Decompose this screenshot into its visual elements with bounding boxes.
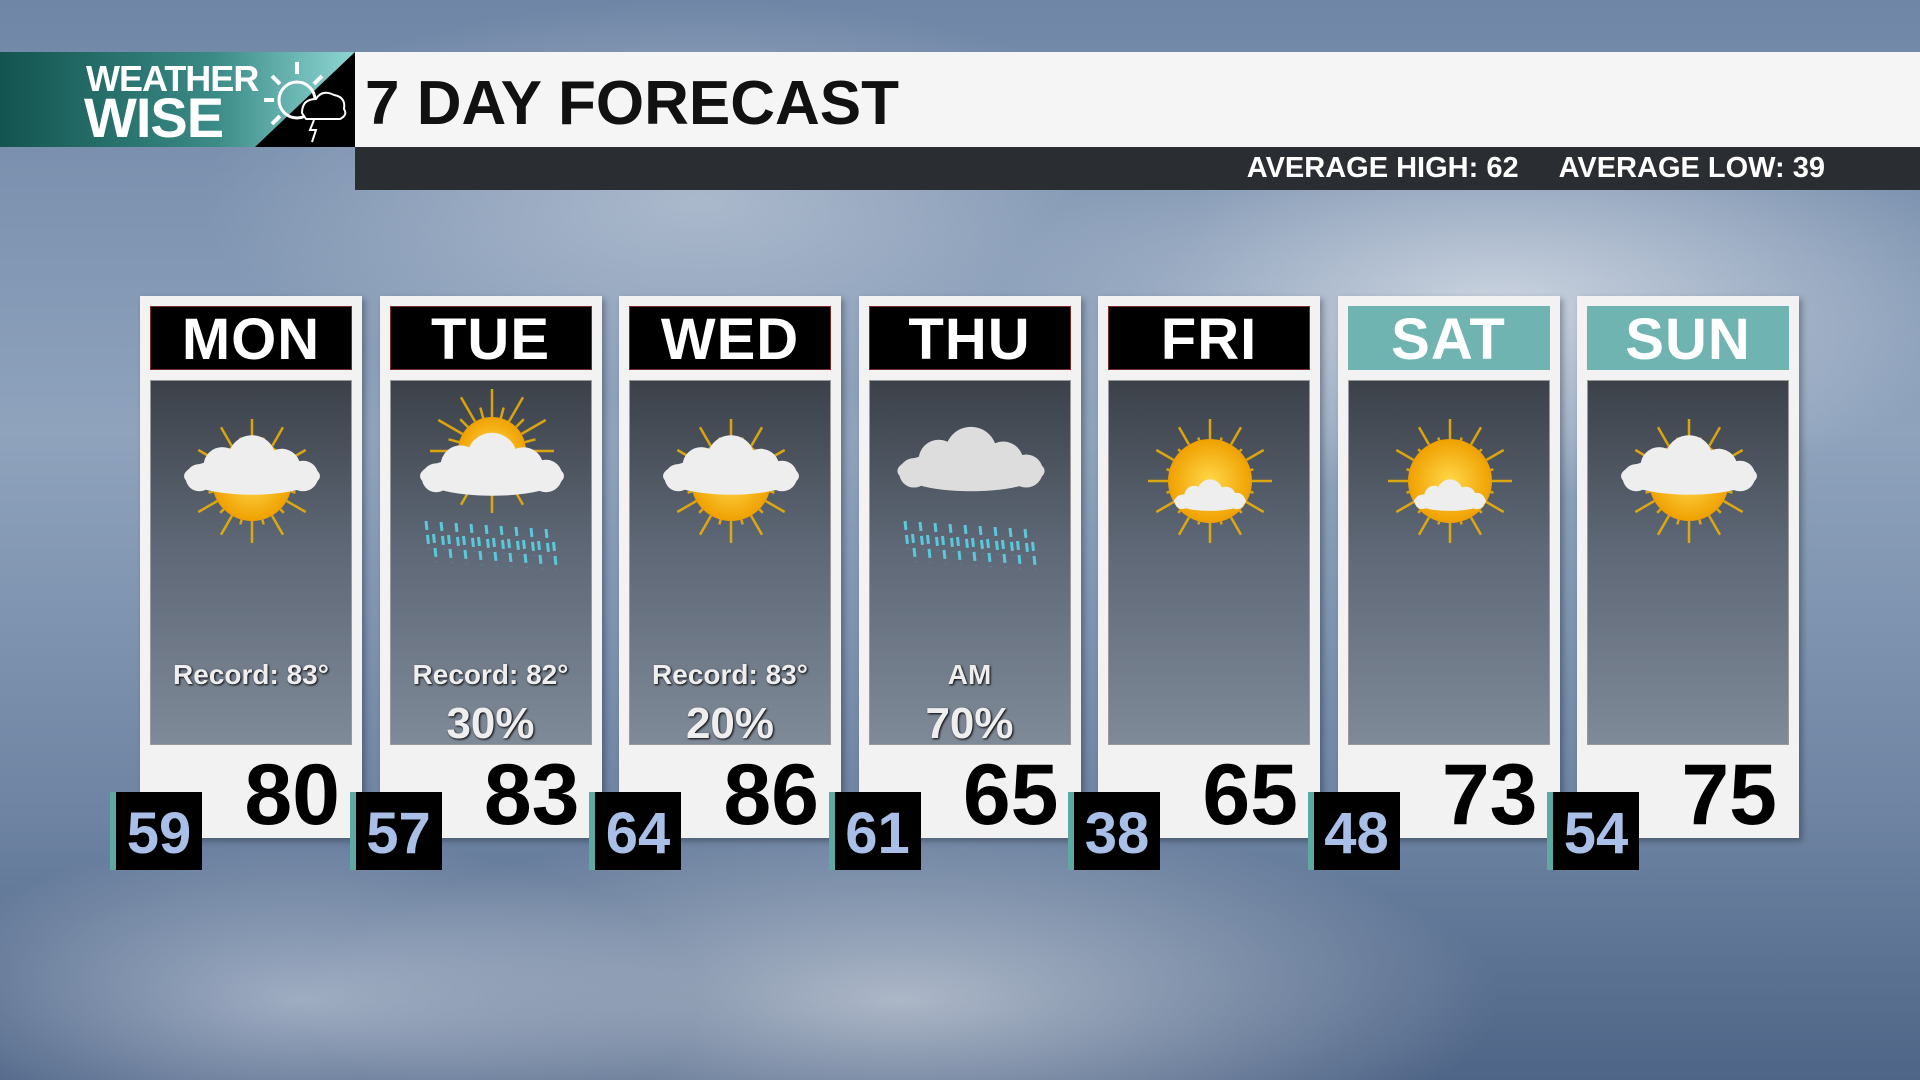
day-card-fri: FRI 65 [1098, 296, 1320, 843]
partly-sunny-icon [1621, 419, 1757, 543]
condition-panel [1587, 380, 1789, 745]
low-temp: 64 [589, 792, 681, 870]
low-temp: 54 [1547, 792, 1639, 870]
condition-panel: AM 70% [868, 380, 1071, 748]
day-label: FRI [1108, 306, 1310, 372]
logo-line2: WISE [84, 86, 224, 147]
day-card-wed: WED Record: 83° 20% 86 [619, 296, 841, 843]
day-label: WED [629, 306, 831, 372]
title-bar: 7 DAY FORECAST [355, 52, 1920, 147]
sun-cloud-rain-icon [419, 389, 564, 571]
high-temp: 65 [1202, 747, 1298, 843]
day-note: Record: 83° [652, 659, 808, 690]
high-temp: 65 [962, 747, 1059, 843]
average-high: AVERAGE HIGH: 62 [1246, 152, 1519, 184]
cloud-rain-icon [896, 426, 1045, 571]
precip-chance: 70% [925, 699, 1014, 748]
condition-panel: Record: 82° 30% [389, 380, 592, 748]
low-temp: 61 [828, 792, 921, 870]
day-label: TUE [389, 306, 592, 372]
day-label: MON [150, 306, 352, 372]
day-card-mon: MON Record: 83° 80 [140, 296, 362, 843]
condition-panel [1347, 380, 1550, 745]
day-label: THU [868, 306, 1071, 372]
day-card-thu: THU AM 70% 65 [858, 296, 1081, 843]
low-temp: 48 [1307, 792, 1400, 870]
partly-sunny-icon [184, 419, 320, 543]
precip-chance: 20% [685, 699, 775, 748]
day-card-sun: SUN 75 [1577, 296, 1799, 843]
condition-panel [1108, 380, 1310, 745]
weather-wise-logo: WEATHER WISE [0, 52, 355, 147]
high-temp: 75 [1681, 747, 1777, 843]
average-low: AVERAGE LOW: 39 [1558, 152, 1825, 184]
partly-sunny-icon [663, 419, 799, 543]
mostly-sunny-icon [1148, 419, 1272, 543]
precip-chance: 30% [446, 699, 535, 748]
day-card-sat: SAT 73 [1337, 296, 1560, 843]
logo-line1: WEATHER [86, 58, 259, 99]
condition-panel: Record: 83° [150, 380, 352, 745]
day-note: Record: 83° [173, 659, 329, 690]
high-temp: 73 [1441, 747, 1538, 843]
high-temp: 86 [723, 747, 819, 843]
low-temp: 57 [349, 792, 442, 870]
day-label: SAT [1347, 306, 1550, 372]
sun-storm-logo-icon [264, 62, 347, 143]
page-title: 7 DAY FORECAST [365, 69, 900, 138]
low-temp: 38 [1068, 792, 1160, 870]
day-note: AM [947, 659, 992, 690]
day-card-tue: TUE Record: 82° 30% 83 [379, 296, 602, 843]
averages-bar: AVERAGE HIGH: 62 AVERAGE LOW: 39 [355, 147, 1920, 190]
low-temp: 59 [110, 792, 202, 870]
condition-panel: Record: 83° 20% [629, 380, 831, 748]
mostly-sunny-icon [1387, 419, 1512, 543]
day-note: Record: 82° [412, 659, 569, 690]
day-label: SUN [1587, 306, 1789, 372]
high-temp: 80 [244, 747, 340, 843]
high-temp: 83 [483, 747, 580, 843]
